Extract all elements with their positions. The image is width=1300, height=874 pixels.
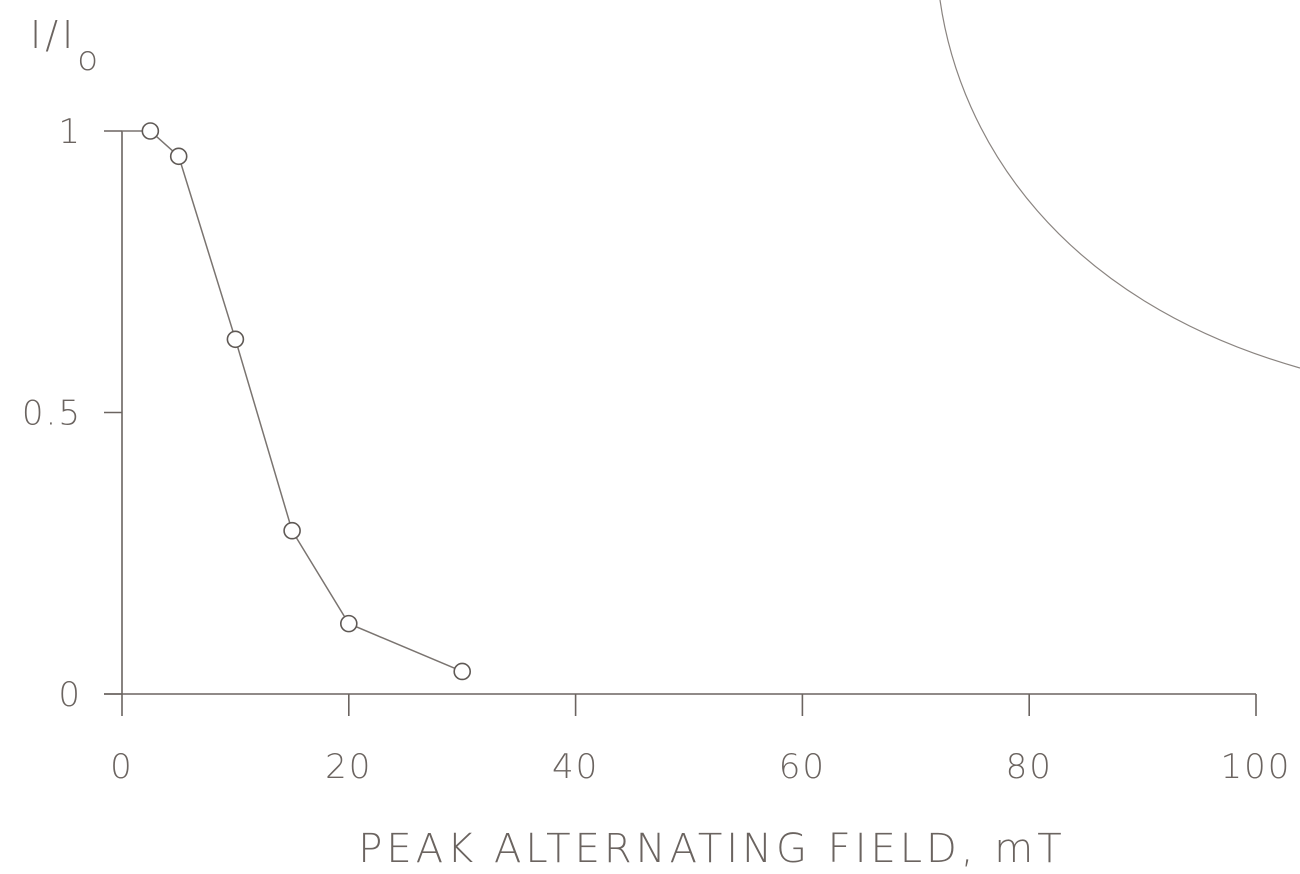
data-point-0-4 <box>339 614 358 633</box>
data-point-0-1 <box>169 147 188 166</box>
series-line-0 <box>122 130 463 673</box>
data-point-0-3 <box>283 521 301 540</box>
x-axis-label: PEAK ALTERNATING FIELD, mT <box>358 826 1065 872</box>
y-tick-label-1: 1 <box>58 112 82 152</box>
data-point-0-2 <box>226 330 245 349</box>
background-arc <box>939 0 1300 369</box>
axes <box>104 131 1256 695</box>
series <box>122 122 472 681</box>
x-ticks: 0 20 40 60 80 100 <box>110 694 1292 787</box>
y-ticks: 00.51 <box>22 112 122 715</box>
y-axis-label: I/Io <box>30 13 102 79</box>
y-axis-label-subscript: o <box>77 39 102 79</box>
data-point-0-5 <box>453 662 472 681</box>
y-axis-label-main: I/I <box>30 13 77 57</box>
y-tick-label-0_5: 0.5 <box>22 394 82 434</box>
x-tick-label-40: 40 <box>552 747 599 787</box>
x-tick-label-100: 100 <box>1221 747 1292 787</box>
x-tick-label-20: 20 <box>325 747 372 787</box>
y-tick-label-0: 0 <box>58 675 82 715</box>
x-tick-label-80: 80 <box>1006 747 1053 787</box>
x-tick-label-60: 60 <box>779 747 826 787</box>
data-point-0-0 <box>141 122 160 140</box>
x-tick-label-0: 0 <box>110 747 134 787</box>
